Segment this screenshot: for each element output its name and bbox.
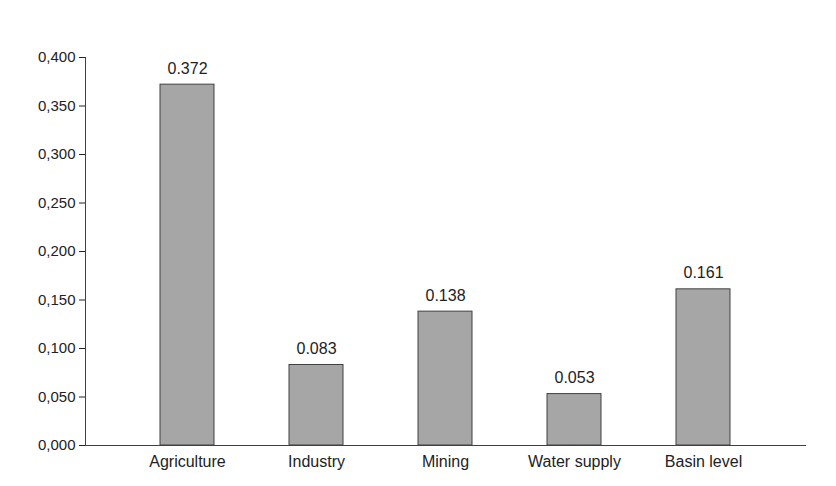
svg-text:Agriculture: Agriculture xyxy=(149,453,226,470)
svg-text:0,400: 0,400 xyxy=(38,48,76,65)
svg-text:Basin level: Basin level xyxy=(665,453,742,470)
svg-text:0.138: 0.138 xyxy=(425,287,465,304)
svg-text:0,050: 0,050 xyxy=(38,388,76,405)
svg-text:0,150: 0,150 xyxy=(38,291,76,308)
svg-text:Industry: Industry xyxy=(288,453,345,470)
svg-text:0,000: 0,000 xyxy=(38,436,76,453)
svg-text:0,350: 0,350 xyxy=(38,97,76,114)
svg-text:Water supply: Water supply xyxy=(528,453,621,470)
svg-text:0.083: 0.083 xyxy=(296,340,336,357)
svg-text:0,200: 0,200 xyxy=(38,242,76,259)
svg-text:0.161: 0.161 xyxy=(683,264,723,281)
svg-text:0,250: 0,250 xyxy=(38,194,76,211)
svg-text:0.053: 0.053 xyxy=(554,369,594,386)
svg-text:Mining: Mining xyxy=(422,453,469,470)
svg-text:0.372: 0.372 xyxy=(167,60,207,77)
svg-text:0,100: 0,100 xyxy=(38,339,76,356)
svg-text:0,300: 0,300 xyxy=(38,145,76,162)
